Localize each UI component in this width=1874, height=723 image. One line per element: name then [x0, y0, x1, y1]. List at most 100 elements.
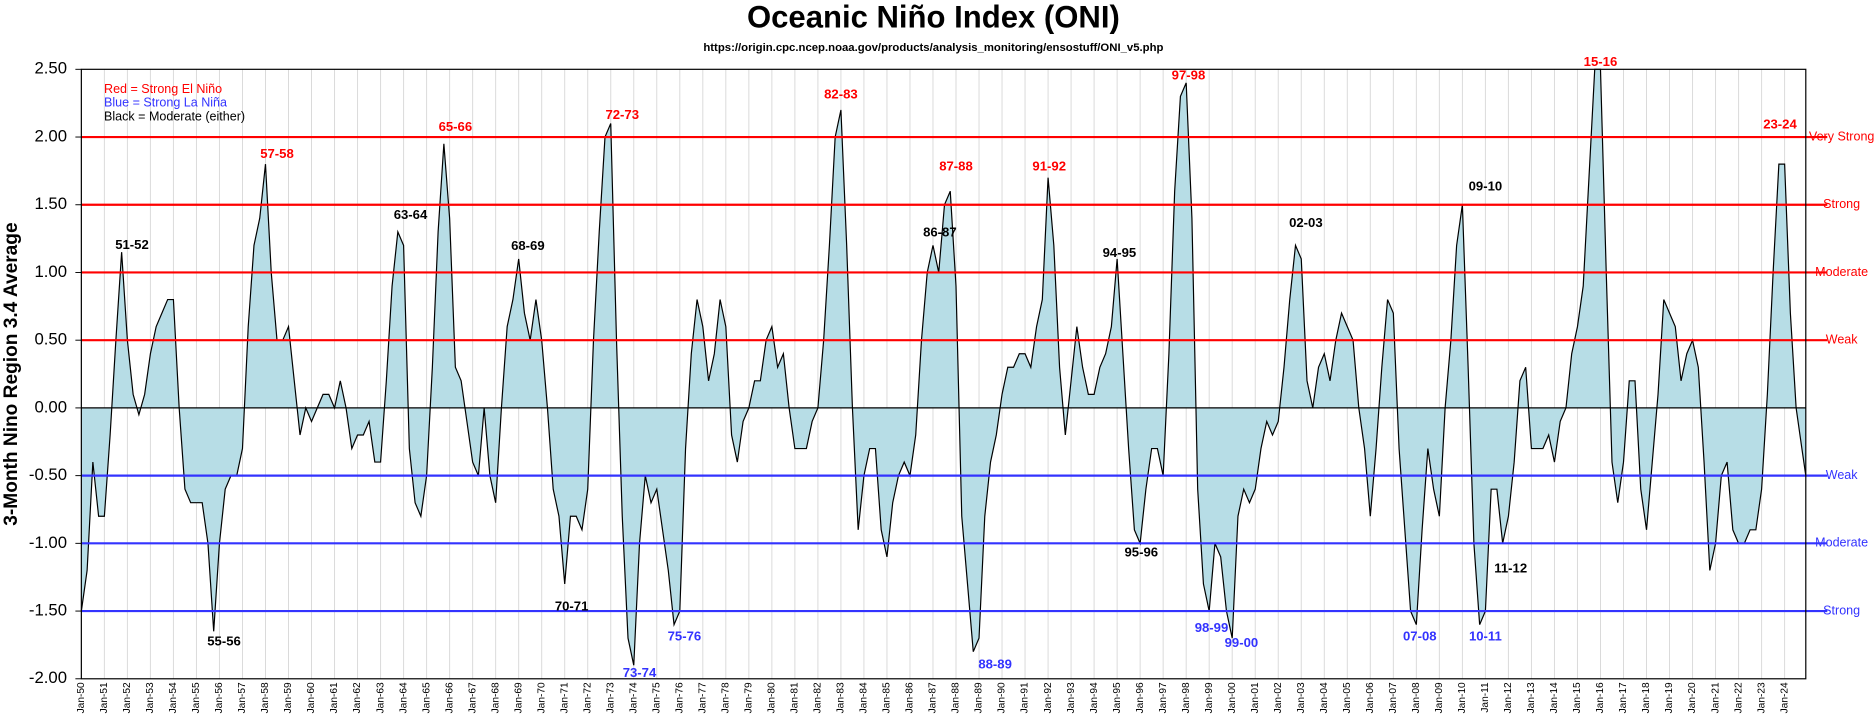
event-label: 10-11 — [1469, 628, 1502, 643]
chart-title: Oceanic Niño Index (ONI) — [747, 0, 1120, 34]
x-tick-label: Jan-20 — [1687, 682, 1698, 713]
event-label: 72-73 — [605, 107, 639, 122]
x-tick-label: Jan-02 — [1273, 682, 1284, 713]
x-tick-label: Jan-99 — [1204, 682, 1215, 713]
x-tick-label: Jan-76 — [674, 682, 685, 713]
x-tick-label: Jan-08 — [1411, 682, 1422, 713]
event-label: 73-74 — [623, 665, 657, 680]
x-tick-label: Jan-24 — [1779, 682, 1790, 713]
x-tick-label: Jan-54 — [168, 682, 179, 713]
x-tick-label: Jan-93 — [1066, 682, 1077, 713]
event-label: 68-69 — [511, 238, 545, 253]
event-label: 75-76 — [668, 628, 702, 643]
x-tick-label: Jan-11 — [1480, 682, 1491, 713]
event-label: 86-87 — [923, 225, 957, 240]
legend-note: Blue = Strong La Niña — [104, 96, 227, 110]
y-tick-label: 0.50 — [34, 330, 67, 349]
x-tick-label: Jan-52 — [122, 682, 133, 713]
y-axis-label: 3-Month Nino Region 3.4 Average — [1, 222, 22, 525]
x-tick-label: Jan-98 — [1181, 682, 1192, 713]
x-tick-label: Jan-70 — [536, 682, 547, 713]
x-tick-label: Jan-95 — [1112, 682, 1123, 713]
x-tick-label: Jan-78 — [721, 682, 732, 713]
event-label: 94-95 — [1103, 245, 1137, 260]
x-tick-label: Jan-22 — [1733, 682, 1744, 713]
y-tick-label: 1.50 — [34, 194, 67, 213]
chart-subtitle: https://origin.cpc.ncep.noaa.gov/product… — [703, 42, 1163, 54]
event-label: 51-52 — [115, 237, 149, 252]
y-tick-label: -2.00 — [29, 668, 67, 687]
x-tick-label: Jan-96 — [1135, 682, 1146, 713]
event-label: 07-08 — [1403, 628, 1437, 643]
x-tick-label: Jan-17 — [1618, 682, 1629, 713]
x-tick-label: Jan-06 — [1365, 682, 1376, 713]
legend-note: Black = Moderate (either) — [104, 109, 245, 123]
x-tick-label: Jan-51 — [99, 682, 110, 713]
event-label: 09-10 — [1469, 179, 1503, 194]
event-label: 97-98 — [1172, 68, 1206, 83]
y-tick-label: 1.00 — [34, 262, 67, 281]
x-tick-label: Jan-83 — [836, 682, 847, 713]
x-tick-label: Jan-59 — [283, 682, 294, 713]
x-tick-label: Jan-13 — [1526, 682, 1537, 713]
anomaly-area — [81, 69, 1806, 666]
threshold-label: Moderate — [1815, 536, 1868, 550]
event-label: 98-99 — [1195, 620, 1229, 635]
event-label: 15-16 — [1584, 54, 1618, 69]
x-tick-label: Jan-80 — [767, 682, 778, 713]
threshold-label: Very Strong — [1809, 129, 1874, 143]
legend-note: Red = Strong El Niño — [104, 82, 222, 96]
event-label: 95-96 — [1125, 544, 1159, 559]
x-tick-label: Jan-14 — [1549, 682, 1560, 713]
x-tick-label: Jan-21 — [1710, 682, 1721, 713]
threshold-label: Weak — [1826, 468, 1859, 482]
x-tick-label: Jan-05 — [1342, 682, 1353, 713]
x-tick-label: Jan-91 — [1020, 682, 1031, 713]
x-tick-label: Jan-04 — [1319, 682, 1330, 713]
x-tick-label: Jan-64 — [398, 682, 409, 713]
x-tick-label: Jan-71 — [559, 682, 570, 713]
x-tick-label: Jan-09 — [1434, 682, 1445, 713]
x-tick-label: Jan-68 — [490, 682, 501, 713]
x-tick-label: Jan-60 — [306, 682, 317, 713]
y-tick-label: 2.50 — [34, 59, 67, 78]
x-tick-label: Jan-63 — [375, 682, 386, 713]
x-tick-label: Jan-00 — [1227, 682, 1238, 713]
x-tick-label: Jan-87 — [928, 682, 939, 713]
event-label: 63-64 — [394, 207, 428, 222]
x-tick-label: Jan-81 — [790, 682, 801, 713]
event-label: 57-58 — [260, 146, 294, 161]
x-tick-label: Jan-16 — [1595, 682, 1606, 713]
x-tick-label: Jan-10 — [1457, 682, 1468, 713]
x-tick-label: Jan-94 — [1089, 682, 1100, 713]
x-tick-label: Jan-53 — [145, 682, 156, 713]
y-tick-label: -1.50 — [29, 600, 67, 619]
x-tick-label: Jan-89 — [974, 682, 985, 713]
plot-frame — [80, 68, 1807, 680]
x-tick-label: Jan-86 — [905, 682, 916, 713]
event-label: 91-92 — [1032, 158, 1066, 173]
x-tick-label: Jan-01 — [1250, 682, 1261, 713]
x-tick-label: Jan-74 — [628, 682, 639, 713]
x-tick-label: Jan-66 — [444, 682, 455, 713]
x-tick-label: Jan-07 — [1388, 682, 1399, 713]
x-tick-label: Jan-19 — [1664, 682, 1675, 713]
x-tick-label: Jan-57 — [237, 682, 248, 713]
x-tick-label: Jan-18 — [1641, 682, 1652, 713]
x-tick-label: Jan-77 — [698, 682, 709, 713]
x-tick-label: Jan-55 — [191, 682, 202, 713]
x-tick-label: Jan-75 — [651, 682, 662, 713]
x-tick-label: Jan-03 — [1296, 682, 1307, 713]
event-label: 55-56 — [207, 634, 241, 649]
y-tick-label: -1.00 — [29, 533, 67, 552]
x-tick-label: Jan-88 — [951, 682, 962, 713]
x-tick-label: Jan-15 — [1572, 682, 1583, 713]
x-tick-label: Jan-50 — [76, 682, 87, 713]
y-tick-label: 2.00 — [34, 126, 67, 145]
y-tick-label: 0.00 — [34, 397, 67, 416]
event-label: 87-88 — [939, 158, 973, 173]
x-tick-label: Jan-69 — [513, 682, 524, 713]
x-tick-label: Jan-23 — [1756, 682, 1767, 713]
x-tick-label: Jan-97 — [1158, 682, 1169, 713]
